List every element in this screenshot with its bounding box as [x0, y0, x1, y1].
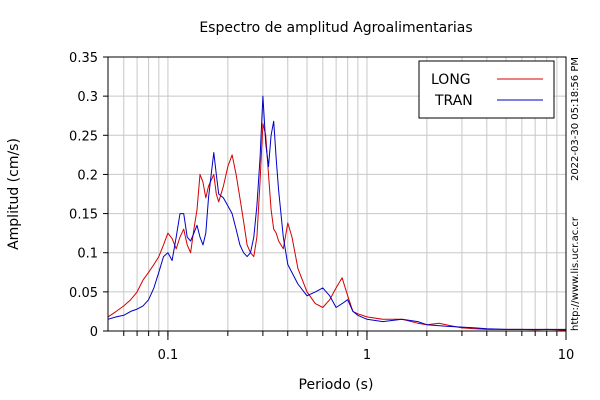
legend-box — [418, 60, 555, 119]
y-axis: 0 0.05 0.1 0.15 0.2 0.25 0.3 0.35 — [69, 51, 108, 340]
x-axis-label: Periodo (s) — [299, 377, 374, 393]
x-tick-label: 10 — [558, 348, 575, 363]
x-axis: 0.1 1 10 — [123, 331, 575, 363]
y-tick-label: 0.25 — [69, 129, 98, 144]
y-tick-label: 0.3 — [77, 90, 98, 105]
legend-label-long: LONG — [431, 72, 471, 88]
y-tick-label: 0.2 — [77, 168, 98, 183]
url-note: http://www.lis.ucr.ac.cr — [570, 216, 581, 331]
chart-title: Espectro de amplitud Agroalimentarias — [199, 20, 472, 36]
plot-frame — [107, 56, 567, 332]
series-line-long — [107, 123, 567, 331]
y-axis-label: Amplitud (cm/s) — [6, 138, 22, 250]
timestamp-note: 2022-03-30 05:18:56 PM — [570, 57, 581, 181]
y-tick-label: 0.15 — [69, 208, 98, 223]
y-tick-label: 0.05 — [69, 286, 98, 301]
series-line-tran — [107, 95, 566, 330]
legend: LONG TRAN — [418, 60, 555, 119]
x-tick-label: 0.1 — [158, 348, 179, 363]
y-tick-label: 0.35 — [69, 51, 98, 66]
series-layer — [107, 95, 567, 331]
legend-label-tran: TRAN — [434, 93, 473, 109]
x-tick-label: 1 — [363, 348, 371, 363]
y-tick-label: 0.1 — [77, 247, 98, 262]
y-tick-label: 0 — [90, 325, 98, 340]
